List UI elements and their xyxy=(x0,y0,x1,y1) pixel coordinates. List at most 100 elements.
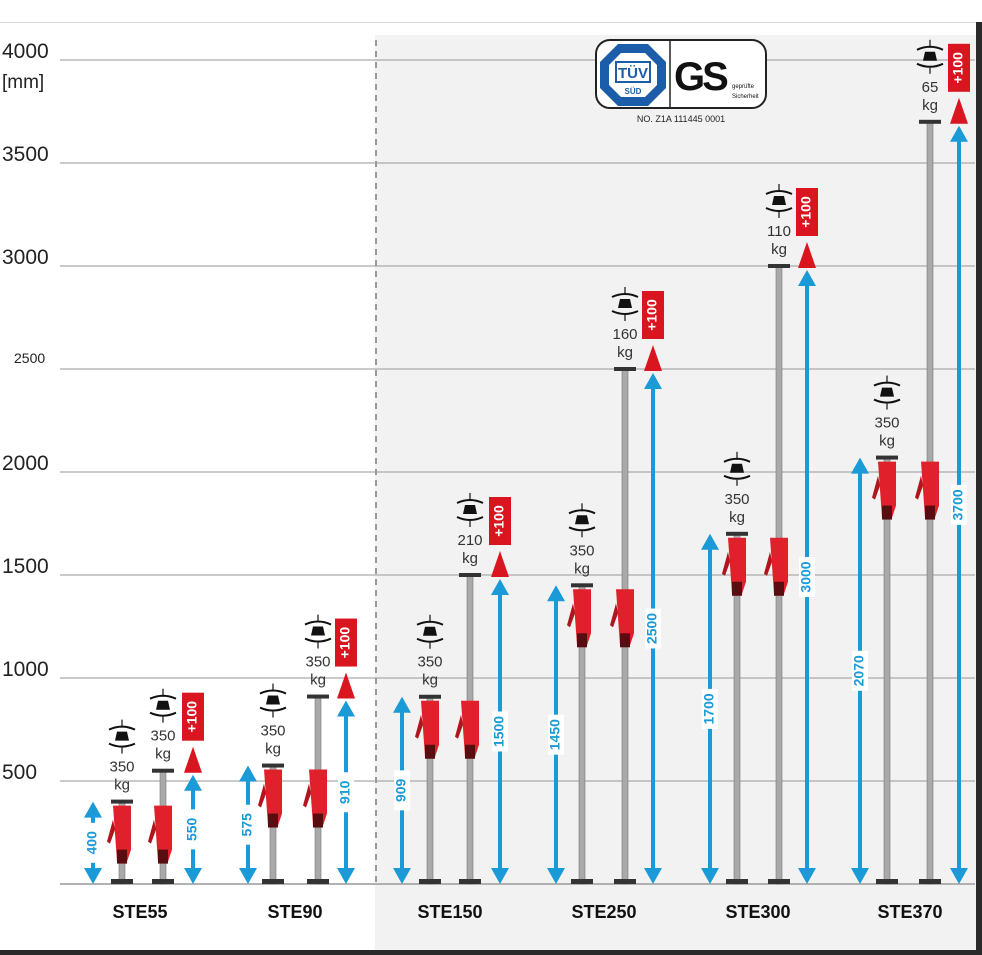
arrow-up-icon xyxy=(644,373,662,389)
extension-label: +100 xyxy=(184,701,200,733)
weight-icon xyxy=(156,700,170,710)
prop-lever xyxy=(722,551,730,576)
extension-badge xyxy=(335,618,357,667)
prop-head-plate xyxy=(459,573,481,577)
prop-lever xyxy=(455,714,463,739)
load-value: 350 xyxy=(569,542,594,559)
dimension-label: 3700 xyxy=(950,489,966,520)
dimension-label-bg xyxy=(645,608,661,649)
load-value: 350 xyxy=(150,728,175,745)
prop-handle xyxy=(728,537,746,594)
arrow-up-icon xyxy=(393,696,411,713)
dimension-label-bg xyxy=(185,809,201,850)
prop-handle xyxy=(113,805,131,862)
prop-head-plate xyxy=(876,455,898,460)
prop-handle xyxy=(264,769,282,826)
prop-head-plate xyxy=(614,367,636,371)
load-unit: kg xyxy=(729,509,745,526)
product-name: STE370 xyxy=(877,902,942,922)
extension-badge xyxy=(182,692,204,741)
load-value: 350 xyxy=(305,654,330,671)
prop-handle xyxy=(878,461,896,518)
weight-icon xyxy=(115,731,129,741)
load-value: 210 xyxy=(457,532,482,549)
dimension-label-bg xyxy=(702,688,718,729)
products: 400350kg350kg550+100STE55575350kg350kg91… xyxy=(84,39,970,922)
axis-unit: [mm] xyxy=(2,72,44,93)
y-tick-label: 1000 xyxy=(2,658,49,681)
prop-handle xyxy=(154,805,172,862)
dimension-label-bg xyxy=(240,804,256,845)
arrow-down-icon xyxy=(950,868,968,884)
weight-icon xyxy=(618,299,632,308)
y-tick-label: 3500 xyxy=(2,143,49,166)
prop-head-plate xyxy=(768,264,790,268)
dimension-label-bg xyxy=(852,650,868,691)
prop-handle xyxy=(421,700,439,757)
arrow-up-icon xyxy=(84,801,102,818)
extension-label: +100 xyxy=(950,52,966,84)
prop-foot-plate xyxy=(726,879,748,884)
prop-grip xyxy=(774,581,784,596)
arrow-up-icon xyxy=(851,457,869,474)
prop-handle xyxy=(309,769,327,826)
prop-lever xyxy=(303,783,311,808)
product-name: STE55 xyxy=(112,902,167,922)
prop-lever xyxy=(872,475,880,500)
extension-arrow-icon xyxy=(184,746,202,773)
prop-lever xyxy=(107,819,115,844)
dimension-label: 2500 xyxy=(644,613,660,644)
arrow-down-icon xyxy=(84,868,102,884)
load-plate-icon xyxy=(723,474,751,480)
arrow-up-icon xyxy=(950,125,968,142)
arrow-down-icon xyxy=(851,868,869,884)
arrow-down-icon xyxy=(644,868,662,884)
prop-lever xyxy=(148,819,156,844)
dimension-label-bg xyxy=(548,714,564,755)
y-tick-label: 3000 xyxy=(2,246,49,269)
arrow-down-icon xyxy=(393,868,411,884)
prop-grip xyxy=(425,744,435,759)
prop-grip xyxy=(620,633,630,648)
weight-icon xyxy=(463,505,477,514)
prop-foot-plate xyxy=(614,879,636,884)
dimension-label-bg xyxy=(85,822,101,863)
dimension-label: 3000 xyxy=(798,561,814,592)
dimension-label: 910 xyxy=(337,780,353,804)
dimension-label: 1450 xyxy=(547,719,563,750)
y-tick-label: 1500 xyxy=(2,555,49,578)
tuv-box xyxy=(615,61,651,83)
extension-badge xyxy=(489,497,511,545)
tuv-sub: SÜD xyxy=(625,87,642,96)
product-name: STE150 xyxy=(417,902,482,922)
prop-foot-plate xyxy=(876,879,898,884)
y-axis-labels: 4000 3500 3000 2500 2000 1500 1000 500 xyxy=(2,40,49,784)
load-plate-icon xyxy=(873,398,901,404)
tuv-text: TÜV xyxy=(618,65,648,82)
arrow-down-icon xyxy=(701,868,719,884)
load-unit: kg xyxy=(879,433,895,450)
arrow-up-icon xyxy=(491,579,509,595)
prop-head-plate xyxy=(152,768,174,773)
prop-foot-plate xyxy=(262,879,284,884)
prop-foot-plate xyxy=(152,879,174,884)
prop-foot-plate xyxy=(919,879,941,884)
load-unit: kg xyxy=(574,560,590,577)
dimension-label-bg xyxy=(338,772,354,813)
prop-lever xyxy=(764,551,772,576)
load-plate-icon xyxy=(568,526,596,532)
load-value: 350 xyxy=(109,759,134,776)
prop-foot-plate xyxy=(307,879,329,884)
prop-tube xyxy=(883,457,891,885)
load-unit: kg xyxy=(114,777,130,794)
dimension-label: 575 xyxy=(239,813,255,837)
prop-lever xyxy=(610,603,618,628)
weight-icon xyxy=(311,626,325,636)
prop-head-plate xyxy=(571,583,593,588)
load-unit: kg xyxy=(771,241,787,258)
extension-arrow-icon xyxy=(337,672,355,699)
dimension-label: 1700 xyxy=(701,693,717,724)
gs-text: GS xyxy=(674,55,728,99)
load-value: 350 xyxy=(260,723,285,740)
